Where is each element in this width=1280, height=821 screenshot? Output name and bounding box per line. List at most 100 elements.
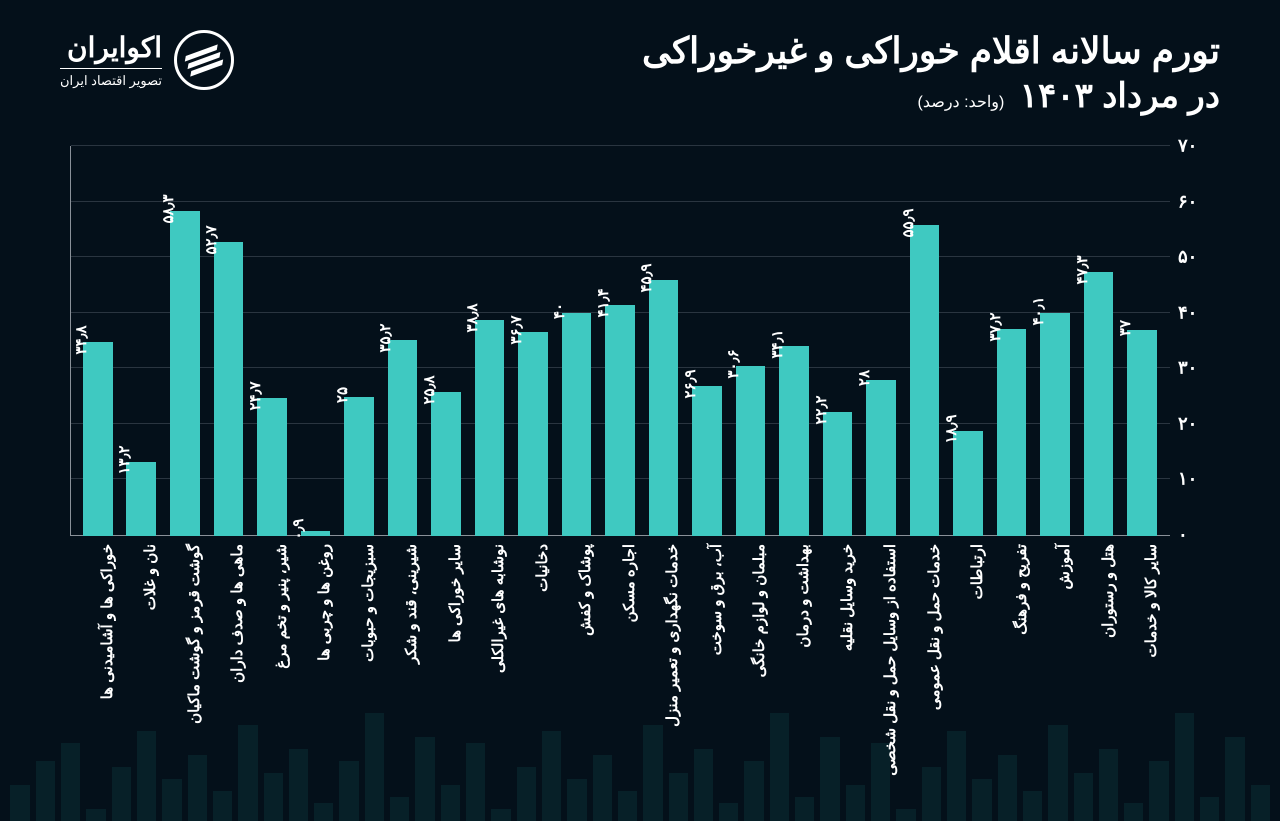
x-label-text: ارتباطات xyxy=(968,544,986,599)
x-label: شیرینی، قند و شکر xyxy=(381,536,425,746)
x-label: بهداشت و درمان xyxy=(772,536,816,746)
bar-wrap: ۴۵٫۹ xyxy=(642,146,686,536)
x-label-text: هتل و رستوران xyxy=(1099,544,1117,638)
x-label-text: سایر کالا و خدمات xyxy=(1142,544,1160,657)
x-label-text: نان و غلات xyxy=(141,544,159,610)
bar-wrap: ۵۵٫۹ xyxy=(903,146,947,536)
x-label-text: آموزش xyxy=(1055,544,1073,590)
bar-value-label: ۲۶٫۹ xyxy=(681,370,699,399)
title-block: تورم سالانه اقلام خوراکی و غیرخوراکی در … xyxy=(642,30,1220,116)
bar-wrap: ۲۶٫۹ xyxy=(685,146,729,536)
brand: اکوایران تصویر اقتصاد ایران xyxy=(60,30,234,90)
title-line2-text: در مرداد ۱۴۰۳ xyxy=(1020,77,1220,115)
bar: ۳۷٫۲ xyxy=(997,329,1027,536)
bar: ۲۴٫۷ xyxy=(257,398,287,536)
bar: ۲۵٫۸ xyxy=(431,392,461,536)
x-label: ارتباطات xyxy=(946,536,990,746)
x-label: گوشت قرمز و گوشت ماکیان xyxy=(163,536,207,746)
x-label-text: نوشابه های غیرالکلی xyxy=(489,544,507,673)
bar: ۳۰٫۶ xyxy=(736,366,766,536)
bar-wrap: ۴۰ xyxy=(555,146,599,536)
bar-value-label: ۳۵٫۲ xyxy=(376,323,394,352)
x-label-text: خدمات حمل و نقل عمومی xyxy=(925,544,943,710)
bar-wrap: ۴۷٫۳ xyxy=(1077,146,1121,536)
bar-wrap: ۵۸٫۳ xyxy=(163,146,207,536)
bar-wrap: ۴۱٫۴ xyxy=(598,146,642,536)
x-label-text: دخانیات xyxy=(533,544,551,592)
y-tick-label: ۷۰ xyxy=(1178,136,1218,157)
x-label-text: آب، برق و سوخت xyxy=(707,544,725,655)
bar: ۳۴٫۸ xyxy=(83,342,113,536)
bar: ۳۷ xyxy=(1127,330,1157,536)
bar-wrap: ۳۴٫۱ xyxy=(772,146,816,536)
x-label: خوراکی ها و آشامیدنی ها xyxy=(76,536,120,746)
x-label: نوشابه های غیرالکلی xyxy=(468,536,512,746)
bar: ۵۸٫۳ xyxy=(170,211,200,536)
bar-value-label: ۲۴٫۷ xyxy=(246,382,264,411)
bar: ۴۰٫۱ xyxy=(1040,313,1070,536)
y-tick-label: ۵۰ xyxy=(1178,247,1218,268)
bar: ۱۳٫۲ xyxy=(126,462,156,536)
x-label-text: روغن ها و چربی ها xyxy=(315,544,333,661)
x-label-text: خرید وسایل نقلیه xyxy=(838,544,856,651)
brand-sub: تصویر اقتصاد ایران xyxy=(60,68,162,89)
bar-wrap: ۳۷ xyxy=(1120,146,1164,536)
x-label: سایر کالا و خدمات xyxy=(1120,536,1164,746)
x-label-text: خدمات نگهداری و تعمیر منزل xyxy=(663,544,681,727)
x-label: خدمات نگهداری و تعمیر منزل xyxy=(642,536,686,746)
y-tick-label: ۴۰ xyxy=(1178,302,1218,323)
bar-value-label: ۳۷ xyxy=(1116,320,1134,336)
bar: ۲۸ xyxy=(866,380,896,536)
bar-wrap: ۲۵٫۸ xyxy=(424,146,468,536)
bar-value-label: ۲۸ xyxy=(855,370,873,386)
x-label: مبلمان و لوازم خانگی xyxy=(729,536,773,746)
bar-value-label: ۵۲٫۷ xyxy=(202,226,220,255)
bar-value-label: ۳۴٫۱ xyxy=(768,329,786,358)
bar-value-label: ۲۵ xyxy=(333,387,351,403)
x-label-text: استفاده از وسایل حمل و نقل شخصی xyxy=(881,544,899,776)
bar-value-label: ۲۵٫۸ xyxy=(420,376,438,405)
x-label-text: شیرینی، قند و شکر xyxy=(402,544,420,664)
bar-wrap: ۳۶٫۷ xyxy=(511,146,555,536)
bar-wrap: ۰٫۹ xyxy=(294,146,338,536)
inflation-bar-chart: ۰۱۰۲۰۳۰۴۰۵۰۶۰۷۰ ۳۴٫۸۱۳٫۲۵۸٫۳۵۲٫۷۲۴٫۷۰٫۹۲… xyxy=(70,146,1220,746)
bar-value-label: ۴۵٫۹ xyxy=(637,264,655,293)
x-label: خدمات حمل و نقل عمومی xyxy=(903,536,947,746)
bar-value-label: ۳۸٫۸ xyxy=(463,303,481,332)
bar: ۲۵ xyxy=(344,397,374,536)
y-tick-label: ۰ xyxy=(1178,525,1218,546)
bar-wrap: ۴۰٫۱ xyxy=(1033,146,1077,536)
bar-wrap: ۳۸٫۸ xyxy=(468,146,512,536)
bar-wrap: ۲۴٫۷ xyxy=(250,146,294,536)
bar-wrap: ۲۵ xyxy=(337,146,381,536)
x-label: خرید وسایل نقلیه xyxy=(816,536,860,746)
x-label: ماهی ها و صدف داران xyxy=(207,536,251,746)
y-tick-label: ۳۰ xyxy=(1178,358,1218,379)
bar-value-label: ۳۴٫۸ xyxy=(72,326,90,355)
x-label: هتل و رستوران xyxy=(1077,536,1121,746)
title-line2: در مرداد ۱۴۰۳ (واحد: درصد) xyxy=(642,76,1220,116)
bar-value-label: ۳۷٫۲ xyxy=(986,312,1004,341)
bar-value-label: ۳۰٫۶ xyxy=(724,349,742,378)
bar: ۳۶٫۷ xyxy=(518,332,548,536)
bar: ۵۲٫۷ xyxy=(214,242,244,536)
bar-wrap: ۳۴٫۸ xyxy=(76,146,120,536)
bar-value-label: ۴۱٫۴ xyxy=(594,289,612,318)
brand-name: اکوایران xyxy=(60,31,162,64)
bar-value-label: ۵۸٫۳ xyxy=(159,195,177,224)
x-label: پوشاک و کفش xyxy=(555,536,599,746)
bar: ۳۸٫۸ xyxy=(475,320,505,536)
x-label-text: بهداشت و درمان xyxy=(794,544,812,648)
x-label: اجاره مسکن xyxy=(598,536,642,746)
chart-x-labels: خوراکی ها و آشامیدنی ها نان و غلاتگوشت قر… xyxy=(70,536,1170,746)
x-label: سایر خوراکی ها xyxy=(424,536,468,746)
bar-wrap: ۳۷٫۲ xyxy=(990,146,1034,536)
header: تورم سالانه اقلام خوراکی و غیرخوراکی در … xyxy=(0,0,1280,126)
x-label: آموزش xyxy=(1033,536,1077,746)
bar: ۲۲٫۲ xyxy=(823,412,853,536)
bar: ۳۴٫۱ xyxy=(779,346,809,536)
x-label-text: اجاره مسکن xyxy=(620,544,638,622)
title-line1: تورم سالانه اقلام خوراکی و غیرخوراکی xyxy=(642,30,1220,72)
bar: ۱۸٫۹ xyxy=(953,431,983,536)
x-label: تفریح و فرهنگ xyxy=(990,536,1034,746)
